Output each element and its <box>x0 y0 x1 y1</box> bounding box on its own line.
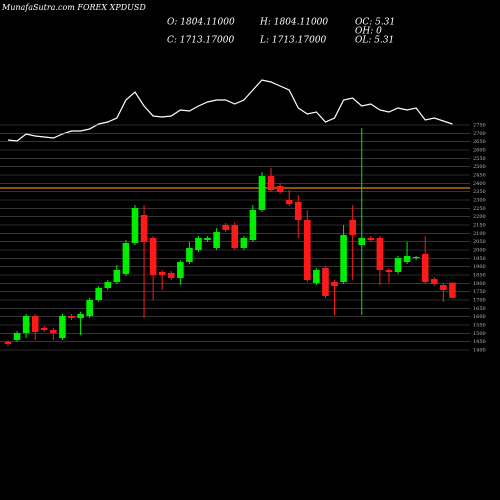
y-tick-label: 1750 <box>473 289 486 295</box>
candle-body <box>421 254 429 282</box>
candle-body <box>367 238 375 240</box>
y-tick-label: 2650 <box>473 139 486 145</box>
candle-body <box>31 316 39 332</box>
info-ol: OL: 5.31 <box>355 36 394 46</box>
candle-body <box>122 243 130 274</box>
y-tick-label: 2600 <box>473 148 486 154</box>
candle-body <box>167 273 175 278</box>
y-tick-label: 1450 <box>473 339 486 345</box>
y-tick-label: 1950 <box>473 256 486 262</box>
candle-body <box>86 300 93 316</box>
y-tick-label: 2400 <box>473 181 486 187</box>
candle-body <box>213 232 220 248</box>
y-tick-label: 2150 <box>473 223 486 229</box>
y-tick-label: 1650 <box>473 306 486 312</box>
candle-body <box>131 208 139 243</box>
candle-body <box>267 176 275 190</box>
info-high: H: 1804.11000 <box>259 18 328 28</box>
candle-body <box>304 220 311 280</box>
y-tick-label: 2000 <box>473 248 486 254</box>
candle-body <box>276 186 284 192</box>
candle-body <box>358 238 366 245</box>
candle-body <box>440 285 447 290</box>
candle-body <box>195 238 202 250</box>
candle-body <box>340 235 347 282</box>
y-tick-label: 2250 <box>473 206 486 212</box>
y-tick-label: 1400 <box>473 348 486 354</box>
candle-body <box>240 238 248 248</box>
candle-body <box>294 202 302 220</box>
chart-title: MunafaSutra.com FOREX XPDUSD <box>1 3 146 12</box>
y-tick-label: 1600 <box>473 314 486 320</box>
y-tick-label: 2550 <box>473 156 486 162</box>
candle-body <box>412 257 420 258</box>
candle-body <box>430 279 438 284</box>
candle-body <box>50 330 57 333</box>
candle-body <box>231 225 239 248</box>
y-tick-label: 2500 <box>473 164 486 170</box>
candle-body <box>403 256 411 262</box>
info-oh: OH: 0 <box>355 27 382 37</box>
candle-body <box>285 200 293 204</box>
candle-body <box>222 225 229 230</box>
y-tick-label: 1800 <box>473 281 486 287</box>
candle-body <box>113 270 121 282</box>
candle-body <box>22 316 30 333</box>
y-tick-label: 2350 <box>473 189 486 195</box>
candle-body <box>449 282 456 298</box>
y-tick-label: 1700 <box>473 298 486 304</box>
y-tick-label: 2750 <box>473 123 486 129</box>
candle-body <box>385 270 393 272</box>
info-low: L: 1713.17000 <box>259 36 327 46</box>
y-tick-label: 1900 <box>473 264 486 270</box>
y-tick-label: 1550 <box>473 323 486 329</box>
candle-body <box>313 270 320 283</box>
candle-body <box>186 248 193 262</box>
candle-body <box>349 220 356 235</box>
candle-body <box>331 282 338 286</box>
y-tick-label: 1500 <box>473 331 486 337</box>
candle-body <box>149 238 157 275</box>
candle-body <box>68 316 75 318</box>
y-tick-label: 2050 <box>473 239 486 245</box>
candle-body <box>4 342 12 344</box>
y-tick-label: 2450 <box>473 173 486 179</box>
candle-body <box>258 176 266 210</box>
candle-body <box>204 238 211 240</box>
y-tick-label: 1850 <box>473 273 486 279</box>
candle-body <box>376 238 384 270</box>
indicator-line <box>7 79 453 142</box>
y-tick-label: 2300 <box>473 198 486 204</box>
candle-body <box>77 314 84 318</box>
info-close: C: 1713.17000 <box>167 36 234 46</box>
candle-body <box>394 258 402 272</box>
candle-body <box>158 272 166 275</box>
candle-body <box>104 282 112 288</box>
info-oc: OC: 5.31 <box>355 18 395 28</box>
candle-body <box>59 316 66 338</box>
candle-body <box>40 328 48 330</box>
y-tick-label: 2200 <box>473 214 486 220</box>
candle-body <box>95 288 102 300</box>
candle-body <box>177 262 184 278</box>
candle-body <box>322 268 329 296</box>
y-tick-label: 2100 <box>473 231 486 237</box>
candle-body <box>140 215 148 242</box>
candle-body <box>249 210 257 240</box>
info-open: O: 1804.11000 <box>167 18 235 28</box>
y-tick-label: 2700 <box>473 131 486 137</box>
candle-body <box>13 333 21 340</box>
